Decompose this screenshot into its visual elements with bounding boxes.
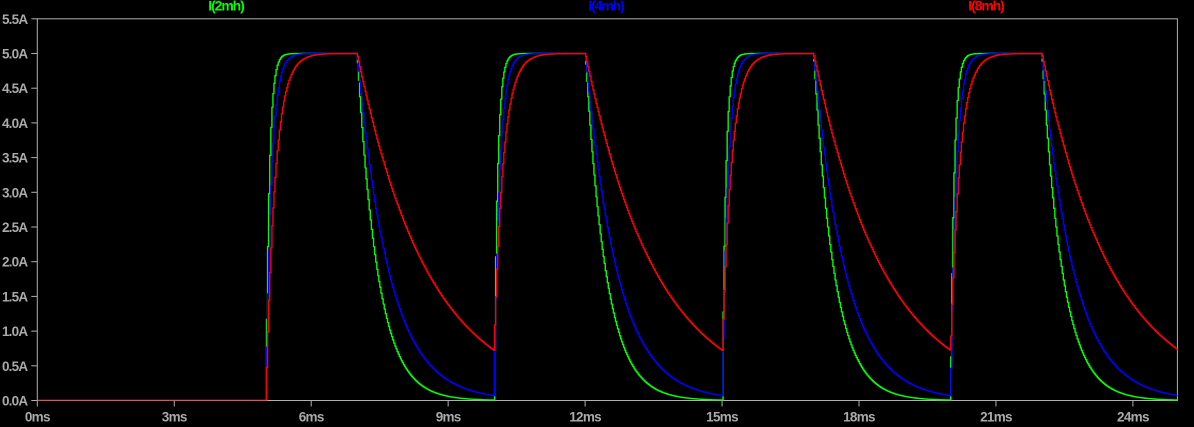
svg-text:21ms: 21ms — [980, 410, 1012, 425]
svg-text:24ms: 24ms — [1117, 410, 1149, 425]
svg-text:5.5A: 5.5A — [2, 12, 28, 27]
svg-text:18ms: 18ms — [843, 410, 875, 425]
svg-text:12ms: 12ms — [569, 410, 601, 425]
svg-text:I(8mh): I(8mh) — [968, 0, 1004, 14]
svg-text:0.5A: 0.5A — [2, 359, 28, 374]
svg-text:9ms: 9ms — [436, 410, 461, 425]
svg-text:2.0A: 2.0A — [2, 255, 28, 270]
svg-text:4.5A: 4.5A — [2, 81, 28, 96]
svg-text:3ms: 3ms — [162, 410, 187, 425]
svg-text:3.5A: 3.5A — [2, 151, 28, 166]
svg-text:4.0A: 4.0A — [2, 116, 28, 131]
svg-text:15ms: 15ms — [706, 410, 738, 425]
svg-text:I(2mh): I(2mh) — [208, 0, 244, 14]
svg-text:2.5A: 2.5A — [2, 220, 28, 235]
svg-text:0.0A: 0.0A — [2, 394, 28, 409]
svg-text:0ms: 0ms — [25, 410, 50, 425]
svg-text:I(4mh): I(4mh) — [588, 0, 624, 14]
svg-text:3.0A: 3.0A — [2, 185, 28, 200]
svg-text:1.0A: 1.0A — [2, 324, 28, 339]
svg-text:1.5A: 1.5A — [2, 289, 28, 304]
svg-text:5.0A: 5.0A — [2, 47, 28, 62]
svg-text:6ms: 6ms — [299, 410, 324, 425]
